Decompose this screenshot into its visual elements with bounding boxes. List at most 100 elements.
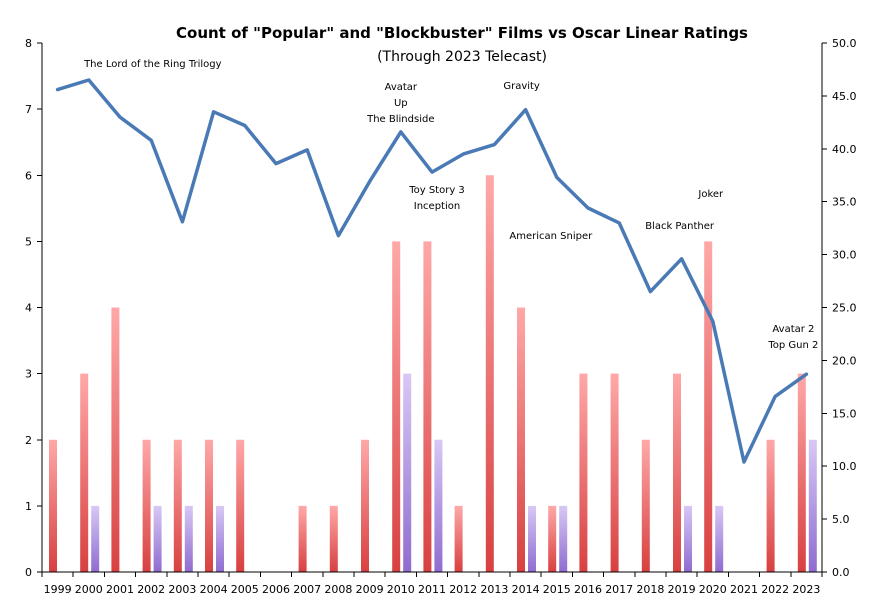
x-tick-label-2017: 2017 xyxy=(605,583,633,596)
x-tick-label-2005: 2005 xyxy=(231,583,259,596)
right-tick-label: 45.0 xyxy=(832,90,857,103)
left-tick-label: 6 xyxy=(25,169,32,182)
popular-bar-2015 xyxy=(548,505,557,572)
right-tick-label: 50.0 xyxy=(832,37,857,50)
popular-bar-2011 xyxy=(423,241,432,572)
x-tick-label-2002: 2002 xyxy=(137,583,165,596)
x-tick-label-2008: 2008 xyxy=(324,583,352,596)
x-tick-label-2019: 2019 xyxy=(668,583,696,596)
popular-bar-1999 xyxy=(49,439,57,572)
annotation-2011: Inception xyxy=(414,201,460,212)
annotation-2015: American Sniper xyxy=(509,231,593,242)
popular-bar-2002 xyxy=(142,439,151,572)
popular-bar-2001 xyxy=(111,307,120,572)
left-tick-label: 1 xyxy=(25,500,32,513)
x-tick-label-2018: 2018 xyxy=(636,583,664,596)
popular-bar-2019 xyxy=(673,373,681,572)
x-tick-label-2016: 2016 xyxy=(574,583,602,596)
x-tick-label-2011: 2011 xyxy=(418,583,446,596)
x-tick-label-2009: 2009 xyxy=(356,583,384,596)
right-tick-label: 25.0 xyxy=(832,302,857,315)
popular-bar-2008 xyxy=(329,505,338,572)
x-tick-label-2022: 2022 xyxy=(761,583,789,596)
left-tick-label: 5 xyxy=(25,235,32,248)
blockbuster-bar-2019 xyxy=(684,505,692,572)
annotation-2010: Up xyxy=(394,98,408,109)
x-tick-label-2013: 2013 xyxy=(480,583,508,596)
annotation-2014: Gravity xyxy=(503,81,540,92)
x-tick-label-2007: 2007 xyxy=(293,583,321,596)
blockbuster-bar-2014 xyxy=(528,505,536,572)
blockbuster-bar-2004 xyxy=(216,505,224,572)
x-tick-label-2023: 2023 xyxy=(792,583,820,596)
popular-bar-2016 xyxy=(579,373,588,572)
x-tick-label-2006: 2006 xyxy=(262,583,290,596)
popular-bar-2009 xyxy=(361,439,369,572)
popular-bar-2003 xyxy=(173,439,182,572)
x-tick-label-2015: 2015 xyxy=(543,583,571,596)
right-tick-label: 5.0 xyxy=(832,513,850,526)
popular-bar-2023 xyxy=(797,373,806,572)
blockbuster-bar-2023 xyxy=(808,439,817,572)
popular-bar-2022 xyxy=(766,439,775,572)
right-tick-label: 20.0 xyxy=(832,354,857,367)
x-tick-label-2001: 2001 xyxy=(106,583,134,596)
left-tick-label: 8 xyxy=(25,37,32,50)
right-tick-label: 30.0 xyxy=(832,249,857,262)
annotation-2023: Top Gun 2 xyxy=(767,340,818,351)
ratings-line-layer xyxy=(55,78,809,464)
annotation-2010: Avatar xyxy=(385,82,418,93)
chart-title: Count of "Popular" and "Blockbuster" Fil… xyxy=(176,24,748,42)
popular-bar-2017 xyxy=(610,373,619,572)
left-tick-label: 4 xyxy=(25,302,32,315)
x-tick-label-2004: 2004 xyxy=(200,583,228,596)
popular-bar-2010 xyxy=(392,241,401,572)
annotation-2011: Toy Story 3 xyxy=(408,185,465,196)
annotation-2000: The Lord of the Ring Trilogy xyxy=(83,59,222,70)
x-tick-label-2020: 2020 xyxy=(699,583,727,596)
blockbuster-bar-2000 xyxy=(91,505,100,572)
x-tick-label-1999: 1999 xyxy=(44,583,72,596)
left-tick-label: 7 xyxy=(25,103,32,116)
x-tick-label-2000: 2000 xyxy=(75,583,103,596)
left-tick-label: 0 xyxy=(25,566,32,579)
ratings-line xyxy=(55,78,809,464)
right-tick-label: 10.0 xyxy=(832,460,857,473)
annotation-2023: Avatar 2 xyxy=(772,324,814,335)
annotation-2019: Black Panther xyxy=(645,221,715,232)
annotation-2020: Joker xyxy=(697,189,724,200)
popular-bar-2020 xyxy=(704,241,713,572)
blockbuster-bar-2020 xyxy=(715,505,724,572)
left-tick-label: 2 xyxy=(25,434,32,447)
blockbuster-bar-2002 xyxy=(153,505,162,572)
popular-bar-2005 xyxy=(236,439,245,572)
right-tick-label: 40.0 xyxy=(832,143,857,156)
blockbuster-bar-2003 xyxy=(184,505,193,572)
right-tick-label: 35.0 xyxy=(832,196,857,209)
annotations: The Lord of the Ring Trilogy Avatar Up The … xyxy=(83,59,818,351)
x-tick-label-2003: 2003 xyxy=(168,583,196,596)
chart-subtitle: (Through 2023 Telecast) xyxy=(377,49,547,65)
blockbuster-bar-2011 xyxy=(434,439,443,572)
blockbuster-bar-2015 xyxy=(559,505,568,572)
popular-bar-2013 xyxy=(485,175,494,572)
popular-bar-2000 xyxy=(80,373,89,572)
right-tick-label: 15.0 xyxy=(832,407,857,420)
axes: 0 1 2 3 4 5 6 7 8 0.0 5.0 10.0 15.0 20.0 25.0 30.0 35.0 4… xyxy=(25,37,857,596)
x-tick-label-2012: 2012 xyxy=(449,583,477,596)
blockbuster-bar-2010 xyxy=(403,373,412,572)
x-tick-label-2021: 2021 xyxy=(730,583,758,596)
popular-bar-2014 xyxy=(517,307,525,572)
popular-bar-2007 xyxy=(298,505,307,572)
annotation-2010: The Blindside xyxy=(366,114,434,125)
right-tick-label: 0.0 xyxy=(832,566,850,579)
popular-bar-2012 xyxy=(454,505,463,572)
blockbuster-bars xyxy=(91,373,817,572)
x-tick-label-2010: 2010 xyxy=(387,583,415,596)
popular-bars xyxy=(49,175,806,572)
popular-bar-2004 xyxy=(205,439,213,572)
left-tick-label: 3 xyxy=(25,368,32,381)
x-tick-label-2014: 2014 xyxy=(512,583,540,596)
popular-bar-2018 xyxy=(641,439,650,572)
